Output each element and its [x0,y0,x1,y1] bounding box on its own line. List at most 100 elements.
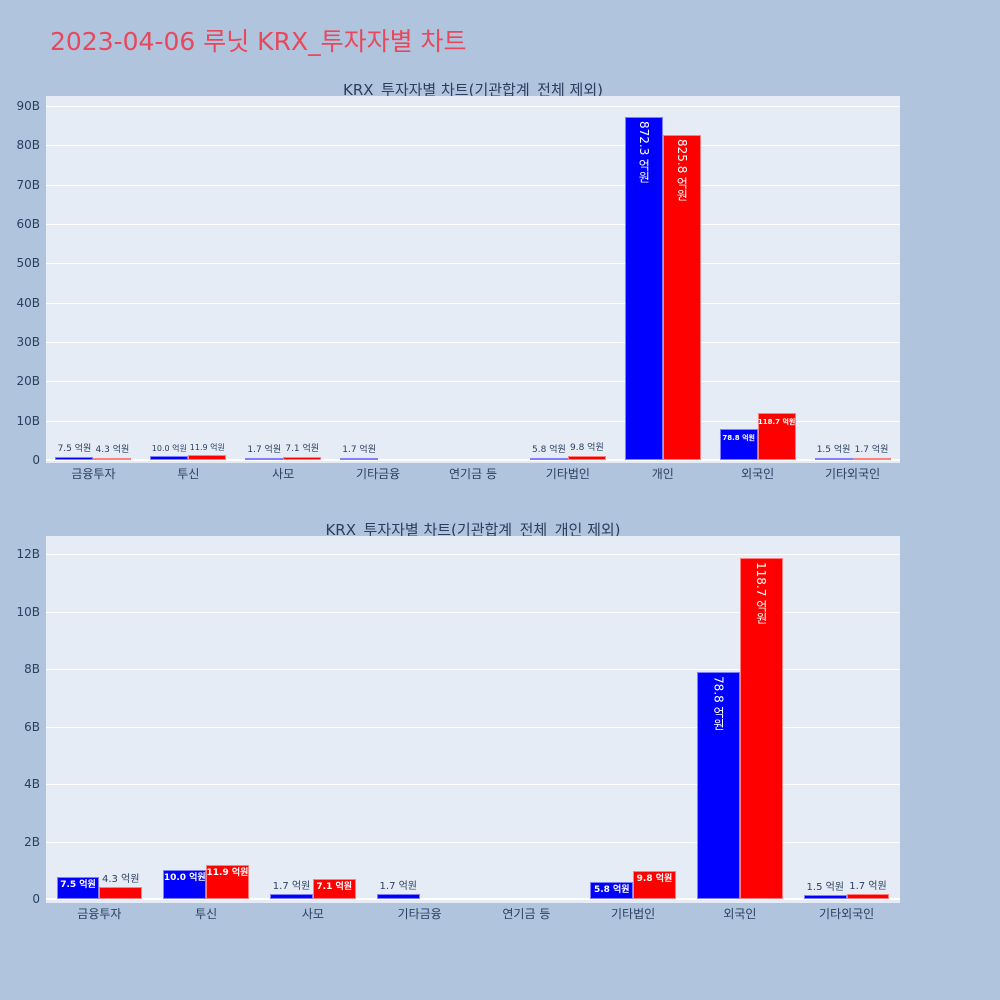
gridline [46,106,900,107]
bar-red[interactable] [283,457,322,460]
x-tick-label: 기타법인 [545,467,590,481]
x-tick-label: 금융투자 [77,907,122,921]
bar-value-label: 5.8 억원 [532,444,566,455]
bar-value-label: 7.1 억원 [316,881,353,892]
chart-all-except-institutions: KRX_투자자별 차트(기관합계_전체 제외) 7.5 억원 4.3 억원 10.0… [16,81,900,481]
y-tick-label: 70B [16,177,40,192]
plot-area: 7.5 억원 4.3 억원 10.0 억원 11.9 억원 1.7 억원 7.1 억원 1.… [46,536,900,903]
bar-blue[interactable] [719,429,758,460]
zero-line [46,459,900,461]
gridline [46,420,900,422]
chart-title: KRX_투자자별 차트(기관합계_전체_개인 제외) [325,521,621,539]
x-tick-label: 투신 [177,467,200,481]
bar-red[interactable] [846,894,890,899]
bar-blue[interactable] [150,456,189,460]
x-tick-label: 연기금 등 [449,467,497,481]
gridline [46,554,900,555]
bar-blue[interactable] [590,882,634,899]
y-tick-label: 90B [16,99,40,113]
bar-value-label: 4.3 억원 [101,873,140,885]
bar-blue[interactable] [245,458,284,460]
gridline [46,611,900,613]
x-tick-label: 외국인 [741,467,775,481]
bar-blue[interactable] [340,458,379,460]
bar-value-label: 78.8 억원 [711,676,726,731]
y-tick-label: 2B [24,834,40,849]
bar-blue[interactable] [163,870,207,899]
bar-red[interactable] [206,864,249,899]
y-tick-label: 12B [16,547,40,561]
y-tick-label: 0 [32,453,40,467]
gridline [46,224,900,225]
x-tick-label: 기타외국인 [824,467,881,481]
gridline [46,184,900,186]
bar-red[interactable] [633,870,676,899]
gridline [46,841,900,843]
bar-red[interactable] [567,456,606,460]
y-tick-label: 60B [16,217,40,231]
x-tick-label: 기타금융 [397,907,442,921]
bar-blue[interactable] [529,457,568,460]
bar-value-label: 10.0 억원 [151,444,187,454]
gridline [46,381,900,383]
bar-red[interactable] [757,413,796,460]
y-tick-label: 4B [24,777,40,791]
y-tick-label: 10B [16,604,40,619]
y-tick-label: 30B [16,335,40,349]
bar-value-label: 1.5 억원 [816,445,851,455]
bar-value-label: 825.8 억원 [674,139,689,202]
bar-value-label: 9.8 억원 [569,443,604,454]
zero-line [46,898,900,900]
x-tick-label: 사모 [301,907,324,921]
bar-red[interactable] [312,878,356,899]
bar-blue[interactable] [814,458,853,460]
x-tick-label: 사모 [272,467,295,481]
page-title: 2023-04-06 루닛 KRX_투자자별 차트 [50,27,467,56]
y-tick-label: 80B [16,138,40,153]
bar-red[interactable] [93,458,132,460]
gridline [46,726,900,728]
bar-value-label: 872.3 억원 [636,120,651,184]
bar-value-label: 1.7 억원 [854,445,889,455]
gridline [46,145,900,147]
bar-value-label: 10.0 억원 [163,873,206,884]
bar-value-label: 4.3 억원 [95,445,130,455]
bar-blue[interactable] [624,116,663,460]
bar-value-label: 118.7 억원 [754,561,769,624]
x-tick-label: 개인 [651,467,674,481]
y-tick-label: 20B [16,374,40,389]
x-tick-label: 기타법인 [611,907,656,921]
plot-area: 7.5 억원 4.3 억원 10.0 억원 11.9 억원 1.7 억원 7.1 억원 1.… [46,96,900,463]
bar-value-label: 1.5 억원 [806,881,845,893]
bar-blue[interactable] [697,672,740,899]
gridline [46,302,900,304]
bar-value-label: 7.5 억원 [57,444,92,455]
x-tick-label: 외국인 [723,907,757,921]
x-tick-label: 연기금 등 [502,907,551,921]
y-tick-label: 50B [16,256,40,271]
bar-value-label: 11.9 억원 [189,443,225,453]
bar-blue[interactable] [803,894,847,899]
bar-blue[interactable] [376,894,420,899]
bar-value-label: 1.7 억원 [342,445,376,455]
bar-value-label: 11.9 억원 [206,867,249,878]
bar-value-label: 1.7 억원 [247,445,282,455]
bar-red[interactable] [852,458,891,460]
bar-red[interactable] [188,455,227,460]
x-tick-label: 금융투자 [71,467,116,481]
bar-blue[interactable] [270,894,313,899]
bar-red[interactable] [99,886,143,899]
bar-red[interactable] [739,557,783,899]
gridline [46,342,900,343]
y-tick-label: 0 [32,892,40,906]
bar-blue[interactable] [55,457,94,460]
x-tick-label: 기타금융 [356,467,401,481]
bar-value-label: 9.8 억원 [636,873,673,884]
bar-blue[interactable] [56,877,100,899]
y-tick-label: 10B [16,413,40,428]
gridline [46,669,900,670]
bar-red[interactable] [662,135,701,460]
bar-value-label: 118.7 억원 [757,418,796,427]
y-tick-label: 40B [16,295,40,310]
